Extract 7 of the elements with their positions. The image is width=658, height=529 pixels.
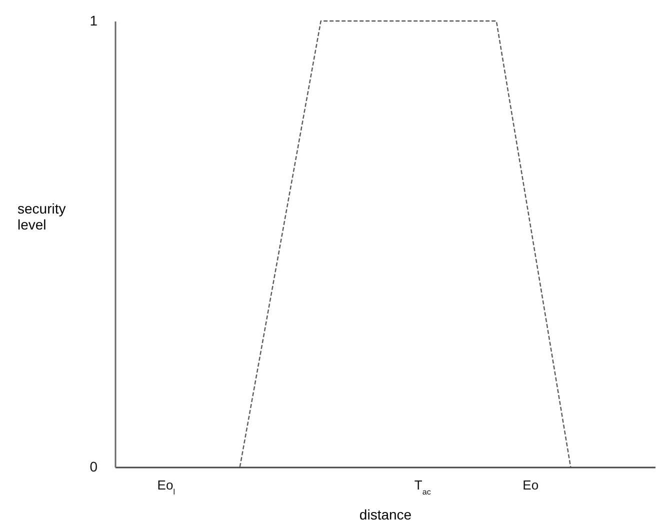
x-tick-label: Eo$_{l}$ (157, 478, 176, 496)
y-axis-title: security level (18, 200, 66, 232)
x-tick-label: T$_{ac}$ (414, 478, 431, 496)
y-tick-label: 0 (90, 458, 98, 474)
x-axis-title: distance (359, 506, 412, 522)
x-tick-label: Eo (522, 478, 539, 492)
y-tick-label: 1 (90, 12, 98, 28)
